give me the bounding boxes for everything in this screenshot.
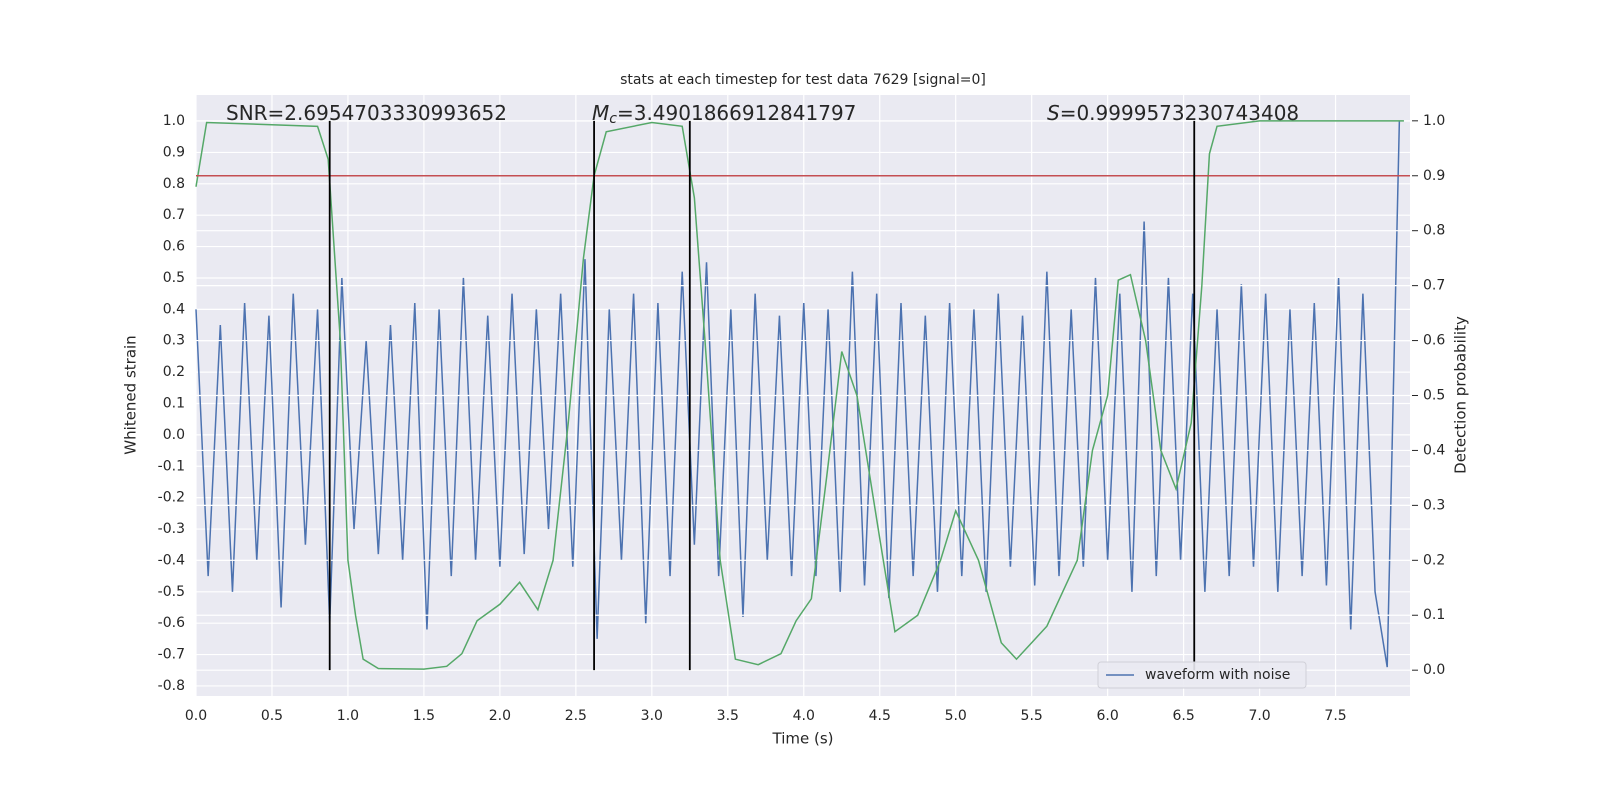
x-tick-label: 4.5 <box>869 708 891 724</box>
annotation-symbol: M <box>592 101 609 125</box>
y-tick-label: 0.7 <box>163 207 185 223</box>
annotation: SNR=2.6954703330993652 <box>226 101 507 125</box>
y2-tick-label: 0.2 <box>1423 552 1445 568</box>
x-tick-label: 3.0 <box>641 708 663 724</box>
y-tick-label: 0.2 <box>163 364 185 380</box>
y-tick-label: -0.4 <box>158 552 185 568</box>
y-tick-label: 0.0 <box>163 427 185 443</box>
y-tick-label: -0.8 <box>158 678 185 694</box>
y-tick-label: -0.7 <box>158 647 185 663</box>
y2-tick-label: 0.8 <box>1423 223 1445 239</box>
x-axis-label: Time (s) <box>772 730 834 748</box>
annotation: Mc=3.4901866912841797 <box>592 101 856 128</box>
annotation-text: SNR=2.6954703330993652 <box>226 101 507 125</box>
y2-tick-label: 0.9 <box>1423 168 1445 184</box>
y-tick-label: -0.1 <box>158 458 185 474</box>
y-tick-label: 0.4 <box>163 301 185 317</box>
x-tick-label: 2.0 <box>489 708 511 724</box>
x-tick-label: 7.5 <box>1324 708 1346 724</box>
x-tick-label: 5.5 <box>1021 708 1043 724</box>
line-series <box>195 121 1401 668</box>
annotation-text: =3.4901866912841797 <box>617 101 856 125</box>
annotation-subscript: c <box>609 111 617 127</box>
x-tick-label: 1.5 <box>413 708 435 724</box>
y2-tick-label: 0.1 <box>1423 607 1445 623</box>
annotation: S=0.9999573230743408 <box>1047 101 1299 125</box>
y-tick-label: -0.3 <box>158 521 185 537</box>
x-tick-label: 6.0 <box>1097 708 1119 724</box>
annotation-symbol: S <box>1047 101 1060 125</box>
y2-tick-label: 0.5 <box>1423 388 1445 404</box>
line-series <box>195 120 1404 670</box>
x-tick-label: 3.5 <box>717 708 739 724</box>
y2-tick-label: 0.3 <box>1423 497 1445 513</box>
x-tick-label: 7.0 <box>1248 708 1270 724</box>
y-tick-label: 0.9 <box>163 144 185 160</box>
x-tick-label: 4.0 <box>793 708 815 724</box>
x-tick-label: 2.5 <box>565 708 587 724</box>
y-tick-label: -0.6 <box>158 615 185 631</box>
y-tick-label: 1.0 <box>163 113 185 129</box>
y-axis-label: Whitened strain <box>122 335 140 454</box>
x-tick-label: 5.0 <box>945 708 967 724</box>
chart-title: stats at each timestep for test data 762… <box>620 72 986 88</box>
x-tick-label: 6.5 <box>1172 708 1194 724</box>
legend-label: waveform with noise <box>1145 667 1290 683</box>
x-tick-label: 0.0 <box>185 708 207 724</box>
legend-box <box>1097 661 1307 689</box>
y-tick-label: -0.2 <box>158 490 185 506</box>
y-tick-label: 0.3 <box>163 333 185 349</box>
y-tick-label: -0.5 <box>158 584 185 600</box>
y2-axis-label: Detection probability <box>1452 316 1470 474</box>
y2-tick-label: 0.6 <box>1423 333 1445 349</box>
y2-tick-label: 0.0 <box>1423 662 1445 678</box>
y-tick-label: 0.8 <box>163 176 185 192</box>
y-tick-label: 0.5 <box>163 270 185 286</box>
x-tick-label: 0.5 <box>261 708 283 724</box>
y2-tick-label: 0.7 <box>1423 278 1445 294</box>
annotation-text: =0.9999573230743408 <box>1060 101 1299 125</box>
y-tick-label: 0.6 <box>163 239 185 255</box>
y-tick-label: 0.1 <box>163 396 185 412</box>
x-tick-label: 1.0 <box>337 708 359 724</box>
y2-tick-label: 1.0 <box>1423 113 1445 129</box>
y2-tick-label: 0.4 <box>1423 442 1445 458</box>
